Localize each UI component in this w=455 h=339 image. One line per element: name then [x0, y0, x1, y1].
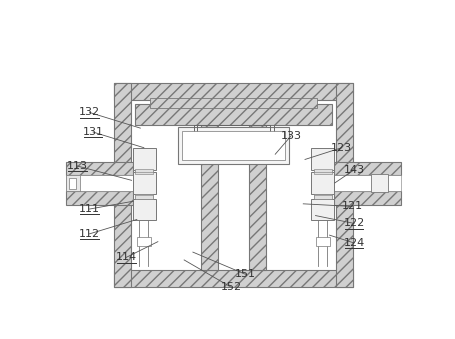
Bar	[133, 172, 156, 194]
Bar	[311, 199, 334, 220]
Bar	[66, 175, 133, 191]
Bar	[66, 162, 133, 175]
Bar	[178, 127, 289, 164]
Bar	[114, 83, 131, 287]
Text: 124: 124	[344, 238, 365, 248]
Bar	[334, 162, 401, 175]
Text: 151: 151	[235, 269, 256, 279]
Bar	[137, 237, 151, 246]
Bar	[371, 174, 388, 192]
Text: 112: 112	[79, 229, 100, 239]
Bar	[69, 178, 76, 188]
Bar	[313, 195, 332, 199]
Bar	[135, 195, 153, 199]
Bar	[66, 191, 133, 205]
Bar	[201, 100, 218, 270]
Text: 123: 123	[331, 143, 352, 153]
Text: 152: 152	[221, 282, 242, 292]
Bar	[135, 104, 332, 125]
Text: 131: 131	[82, 127, 104, 137]
Text: 121: 121	[342, 201, 363, 212]
Bar	[334, 191, 401, 205]
Text: 143: 143	[344, 165, 364, 175]
Text: 122: 122	[344, 218, 365, 228]
Bar	[133, 199, 156, 220]
Text: 114: 114	[116, 252, 137, 262]
Bar	[66, 175, 80, 191]
Bar	[133, 148, 156, 170]
Bar	[313, 194, 332, 198]
Bar	[135, 194, 153, 198]
Text: 113: 113	[67, 161, 88, 171]
Bar	[336, 83, 353, 287]
Bar	[313, 168, 332, 172]
Bar	[249, 100, 266, 270]
Bar	[313, 170, 332, 174]
Bar	[182, 131, 285, 160]
Bar	[311, 172, 334, 194]
Bar	[311, 148, 334, 170]
Text: 133: 133	[280, 131, 302, 141]
Bar	[114, 270, 353, 287]
Text: 132: 132	[79, 107, 100, 117]
Bar	[334, 175, 401, 191]
Bar	[151, 98, 317, 108]
Bar	[135, 168, 153, 172]
Bar	[114, 83, 353, 100]
Bar	[316, 237, 330, 246]
Text: 111: 111	[79, 204, 100, 214]
Bar	[135, 170, 153, 174]
Bar	[131, 100, 336, 270]
